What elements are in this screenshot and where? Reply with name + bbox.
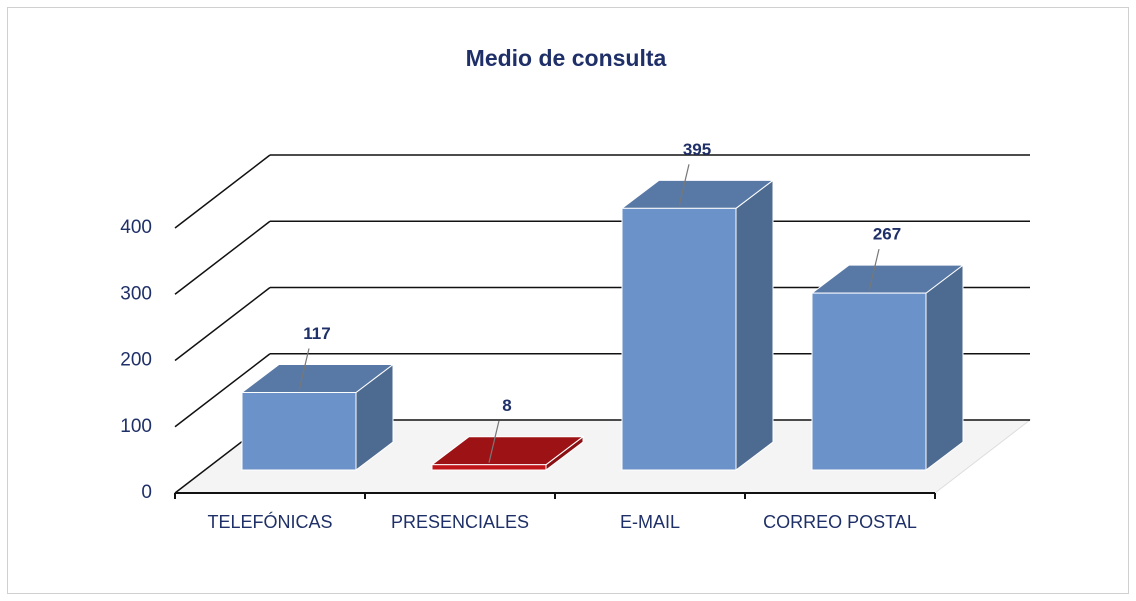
y-tick-label: 200	[120, 350, 152, 371]
y-tick-label: 400	[120, 217, 152, 238]
y-tick-label: 100	[120, 416, 152, 437]
label-leader	[488, 420, 500, 463]
data-label: 267	[873, 225, 901, 244]
bar-side	[735, 179, 774, 472]
bar	[241, 391, 357, 471]
data-label: 395	[683, 140, 711, 159]
grid-line	[174, 220, 271, 295]
chart-title: Medio de consulta	[466, 45, 667, 71]
grid-line	[174, 286, 271, 362]
label-leader	[298, 348, 310, 391]
x-tick-label: CORREO POSTAL	[763, 512, 917, 532]
y-tick-label: 0	[141, 482, 152, 503]
data-label: 117	[303, 324, 330, 343]
y-tick-label: 300	[120, 283, 152, 304]
x-tick-label: E-MAIL	[620, 512, 680, 532]
grid-line	[174, 154, 271, 229]
grid-line	[174, 353, 271, 428]
data-label: 8	[502, 396, 511, 415]
bar	[621, 207, 737, 471]
bar	[811, 292, 927, 471]
label-leader	[868, 248, 880, 292]
x-tick-label: PRESENCIALES	[391, 512, 529, 532]
label-leader	[678, 164, 690, 207]
bar-side	[925, 264, 964, 472]
x-tick-label: TELEFÓNICAS	[207, 511, 332, 532]
bar	[431, 464, 547, 471]
